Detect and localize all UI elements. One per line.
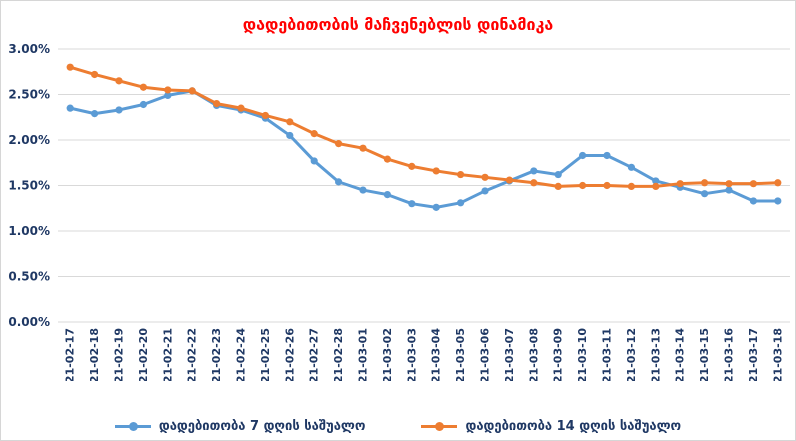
svg-text:3.00%: 3.00% [8,42,50,56]
chart-legend: დადებითობა 7 დღის საშუალო დადებითობა 14 … [1,419,795,434]
svg-text:2021-03-13: 2021-03-13 [649,328,662,381]
svg-text:2021-02-26: 2021-02-26 [283,328,296,381]
legend-item-14day: დადებითობა 14 დღის საშუალო [421,419,681,434]
svg-text:2021-03-18: 2021-03-18 [771,328,784,381]
svg-text:2021-03-01: 2021-03-01 [357,328,370,381]
svg-text:2021-02-20: 2021-02-20 [137,328,150,381]
svg-text:0.00%: 0.00% [8,315,50,329]
line-marker-icon-7day [114,422,151,431]
svg-text:2.50%: 2.50% [8,88,50,102]
svg-text:2021-03-17: 2021-03-17 [747,328,760,381]
series-14day [66,63,782,191]
svg-text:2021-03-05: 2021-03-05 [454,328,467,381]
svg-text:0.50%: 0.50% [8,270,50,284]
x-axis-labels: 2021-02-17 2021-02-18 2021-02-19 2021-02-20… [64,328,785,381]
svg-text:2021-02-22: 2021-02-22 [186,328,199,381]
legend-label-14day: დადებითობა 14 დღის საშუალო [465,419,682,434]
svg-text:1.00%: 1.00% [8,224,50,238]
svg-text:2.00%: 2.00% [8,133,50,147]
svg-text:2021-03-11: 2021-03-11 [601,328,614,381]
svg-text:2021-03-07: 2021-03-07 [503,328,516,381]
svg-text:2021-02-17: 2021-02-17 [64,328,77,381]
svg-text:2021-02-27: 2021-02-27 [308,328,321,381]
svg-text:2021-03-16: 2021-03-16 [723,328,736,381]
svg-text:2021-03-12: 2021-03-12 [625,328,638,381]
series-line-7day [68,89,780,209]
svg-text:2021-02-28: 2021-02-28 [332,328,345,381]
svg-text:1.50%: 1.50% [8,179,50,193]
svg-text:2021-02-23: 2021-02-23 [210,328,223,381]
chart-title: დადებითობის მაჩვენებლის დინამიკა [242,15,554,34]
svg-text:2021-02-18: 2021-02-18 [88,328,101,381]
legend-label-7day: დადებითობა 7 დღის საშუალო [158,419,366,434]
series-line-14day [68,65,780,188]
svg-text:2021-03-09: 2021-03-09 [552,328,565,381]
series-7day [66,87,782,211]
svg-text:2021-02-25: 2021-02-25 [259,328,272,381]
chart-canvas: 0.00% 0.50% 1.00% 1.50% 2.00% 2.50% 3.00% 2021-… [8,42,790,381]
svg-text:2021-03-06: 2021-03-06 [479,328,492,381]
svg-text:2021-03-02: 2021-03-02 [381,328,394,381]
legend-item-7day: დადებითობა 7 დღის საშუალო [114,419,366,434]
svg-text:2021-03-04: 2021-03-04 [430,328,443,381]
svg-text:2021-03-03: 2021-03-03 [405,328,418,381]
line-marker-icon-14day [421,422,458,431]
svg-text:2021-02-21: 2021-02-21 [161,328,174,381]
svg-text:2021-03-14: 2021-03-14 [674,328,687,381]
svg-text:2021-03-15: 2021-03-15 [698,328,711,381]
svg-text:2021-02-19: 2021-02-19 [113,328,126,381]
y-axis-labels: 0.00% 0.50% 1.00% 1.50% 2.00% 2.50% 3.00% [8,42,50,329]
svg-text:2021-03-08: 2021-03-08 [527,328,540,381]
svg-text:2021-02-24: 2021-02-24 [235,328,248,381]
svg-text:2021-03-10: 2021-03-10 [576,328,589,381]
